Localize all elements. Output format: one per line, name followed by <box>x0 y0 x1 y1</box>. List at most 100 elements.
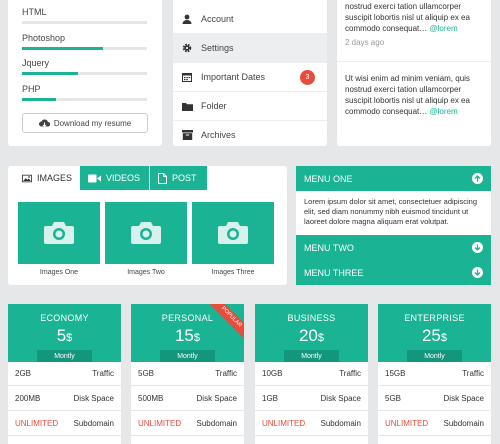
menu-item-label: Folder <box>201 101 227 111</box>
feature-value: 2GB <box>15 369 32 378</box>
comments-card: nostrud exerci tation ullamcorper suscip… <box>337 0 491 146</box>
pricing-plan-personal: PERSONAL 15$ Montly POPULAR 5GB Traffic 5… <box>131 304 244 444</box>
pricing-plan-business: BUSINESS 20$ Montly 10GB Traffic 1GB Disk … <box>255 304 368 444</box>
accordion-header-menu-one[interactable]: MENU ONE <box>296 166 491 191</box>
accordion-header-menu-three[interactable]: MENU THREE <box>296 260 491 285</box>
skill-bar-fill <box>22 98 56 101</box>
notification-badge: 3 <box>300 69 315 85</box>
plan-period: Montly <box>37 350 92 362</box>
plan-feature-row: UNLIMITED Subdomain <box>8 412 121 436</box>
menu-item-label: Account <box>201 14 234 24</box>
folder-icon <box>173 102 201 111</box>
feature-value: UNLIMITED <box>15 419 59 428</box>
menu-item-settings[interactable]: Settings <box>173 34 327 63</box>
gear-icon <box>173 43 201 53</box>
tab-images[interactable]: IMAGES <box>14 166 80 190</box>
camera-icon <box>131 222 161 244</box>
feature-value: 5GB <box>138 369 155 378</box>
plan-header: ENTERPRISE 25$ Montly <box>378 304 491 362</box>
feature-label: Disk Space <box>443 394 484 403</box>
feature-value: 200MB <box>15 394 41 403</box>
feature-label: Traffic <box>92 369 114 378</box>
plan-currency: $ <box>317 332 325 344</box>
plan-currency: $ <box>193 332 201 344</box>
plan-period: Montly <box>407 350 462 362</box>
plan-currency: $ <box>66 332 73 344</box>
accordion-body: Lorem ipsum dolor sit amet, consectetuer… <box>304 197 477 226</box>
skill-jquery: Jquery <box>22 58 147 75</box>
camera-icon <box>218 222 248 244</box>
side-menu: Account Settings Important Dates 3 Folde… <box>173 0 327 146</box>
image-caption: Images One <box>39 269 79 276</box>
feature-value: 15GB <box>385 369 406 378</box>
plan-header: PERSONAL 15$ Montly POPULAR <box>131 304 244 362</box>
document-icon <box>158 172 167 184</box>
comment-text: nostrud exerci tation ullamcorper suscip… <box>345 1 485 34</box>
plan-header: ECONOMY 5$ Montly <box>8 304 121 362</box>
plan-feature-row: 10GB Traffic <box>255 362 368 386</box>
image-thumbnail[interactable] <box>105 202 187 264</box>
feature-label: Disk Space <box>196 394 237 403</box>
plan-name: ECONOMY <box>40 313 89 323</box>
plan-feature-row: 200MB Disk Space <box>8 387 121 411</box>
accordion-title: MENU THREE <box>304 267 364 278</box>
image-icon <box>22 174 32 182</box>
menu-item-archives[interactable]: Archives <box>173 121 327 146</box>
plan-price-value: 5 <box>56 326 67 345</box>
comment-text: Ut wisi enim ad minim veniam, quis nostr… <box>345 73 485 117</box>
plan-price-value: 25 <box>421 326 441 345</box>
skill-label: Photoshop <box>22 33 66 43</box>
archive-icon <box>173 130 201 140</box>
comment-link[interactable]: @lorem <box>429 107 458 116</box>
menu-item-label: Settings <box>201 43 234 53</box>
feature-value: 500MB <box>138 394 164 403</box>
tab-label: VIDEOS <box>106 173 141 183</box>
chevron-up-icon <box>472 173 483 184</box>
plan-price: 15$ <box>131 326 244 346</box>
image-thumbnail[interactable] <box>192 202 274 264</box>
tab-post[interactable]: POST <box>150 166 207 190</box>
plan-price: 20$ <box>255 326 368 346</box>
cloud-download-icon <box>38 119 50 127</box>
feature-label: Disk Space <box>320 394 361 403</box>
menu-item-folder[interactable]: Folder <box>173 92 327 121</box>
feature-label: Traffic <box>215 369 237 378</box>
plan-price: 25$ <box>378 326 491 346</box>
tab-videos[interactable]: VIDEOS <box>80 166 149 190</box>
chevron-down-icon <box>472 267 483 278</box>
plan-feature-row: 500MB Disk Space <box>131 387 244 411</box>
download-resume-button[interactable]: Download my resume <box>22 113 148 133</box>
accordion-title: MENU ONE <box>304 173 353 184</box>
menu-item-label: Important Dates <box>201 72 266 82</box>
accordion-title: MENU TWO <box>304 242 354 253</box>
tab-label: IMAGES <box>36 173 72 183</box>
skill-bar-fill <box>22 72 79 75</box>
comment-body: nostrud exerci tation ullamcorper suscip… <box>345 2 470 33</box>
image-thumbnail[interactable] <box>18 202 100 264</box>
comment-link[interactable]: @lorem <box>429 24 458 33</box>
feature-label: Subdomain <box>196 419 237 428</box>
menu-item-important-dates[interactable]: Important Dates 3 <box>173 63 327 92</box>
tab-label: POST <box>172 173 197 183</box>
feature-value: 10GB <box>262 369 283 378</box>
comment-date: 2 days ago <box>345 38 385 47</box>
plan-name: ENTERPRISE <box>404 313 465 323</box>
menu-item-account[interactable]: Account <box>173 5 327 34</box>
plan-period: Montly <box>284 350 339 362</box>
accordion-header-menu-two[interactable]: MENU TWO <box>296 235 491 260</box>
skill-photoshop: Photoshop <box>22 33 147 50</box>
camera-icon <box>44 222 74 244</box>
plan-period: Montly <box>160 350 215 362</box>
image-caption: Images Three <box>211 269 255 276</box>
plan-price: 5$ <box>8 326 121 346</box>
calendar-icon <box>173 72 201 82</box>
plan-feature-row: UNLIMITED Subdomain <box>131 412 244 436</box>
download-resume-label: Download my resume <box>53 118 132 128</box>
feature-value: UNLIMITED <box>138 419 182 428</box>
skill-bar <box>22 47 147 50</box>
skill-label: HTML <box>22 7 47 17</box>
accordion: MENU ONE Lorem ipsum dolor sit amet, con… <box>296 166 491 285</box>
image-caption: Images Two <box>127 269 165 276</box>
skills-card: HTML Photoshop Jquery PHP Download my re… <box>8 0 162 146</box>
media-tabs: IMAGES VIDEOS POST Images One Images Two… <box>8 166 287 285</box>
